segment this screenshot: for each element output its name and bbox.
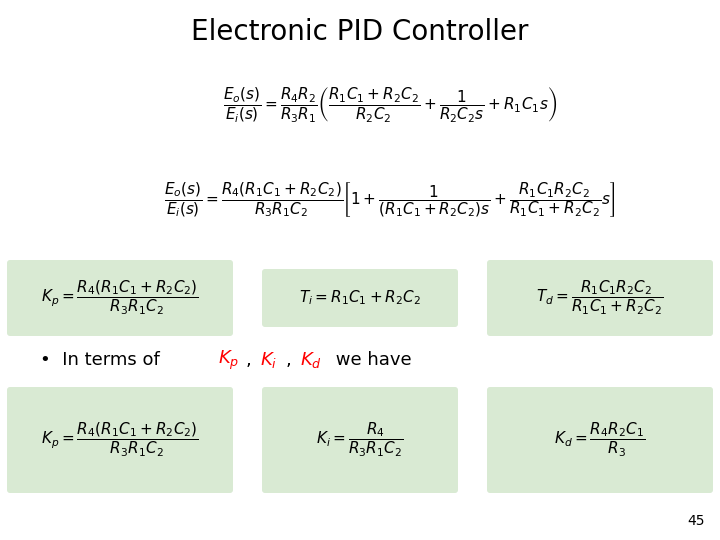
Text: $K_d = \dfrac{R_4 R_2 C_1}{R_3}$: $K_d = \dfrac{R_4 R_2 C_1}{R_3}$: [554, 421, 646, 459]
Text: •  In terms of: • In terms of: [40, 351, 166, 369]
FancyBboxPatch shape: [487, 387, 713, 493]
Text: $T_i = R_1 C_1 + R_2 C_2$: $T_i = R_1 C_1 + R_2 C_2$: [299, 289, 421, 307]
FancyBboxPatch shape: [7, 260, 233, 336]
FancyBboxPatch shape: [262, 269, 458, 327]
Text: $K_i$: $K_i$: [260, 350, 277, 370]
FancyBboxPatch shape: [262, 387, 458, 493]
Text: $K_d$: $K_d$: [300, 350, 322, 370]
FancyBboxPatch shape: [7, 387, 233, 493]
Text: $\dfrac{E_o(s)}{E_i(s)} = \dfrac{R_4(R_1 C_1 + R_2 C_2)}{R_3 R_1 C_2} \left[ 1 +: $\dfrac{E_o(s)}{E_i(s)} = \dfrac{R_4(R_1…: [164, 181, 616, 219]
Text: $K_p = \dfrac{R_4(R_1 C_1 + R_2 C_2)}{R_3 R_1 C_2}$: $K_p = \dfrac{R_4(R_1 C_1 + R_2 C_2)}{R_…: [41, 421, 199, 459]
Text: $K_p = \dfrac{R_4(R_1 C_1 + R_2 C_2)}{R_3 R_1 C_2}$: $K_p = \dfrac{R_4(R_1 C_1 + R_2 C_2)}{R_…: [41, 279, 199, 317]
FancyBboxPatch shape: [487, 260, 713, 336]
Text: $K_p$: $K_p$: [218, 348, 239, 372]
Text: ,: ,: [286, 351, 292, 369]
Text: ,: ,: [246, 351, 252, 369]
Text: $\dfrac{E_o(s)}{E_i(s)} = \dfrac{R_4 R_2}{R_3 R_1} \left( \dfrac{R_1 C_1 + R_2 C: $\dfrac{E_o(s)}{E_i(s)} = \dfrac{R_4 R_2…: [223, 86, 557, 124]
Text: $K_i = \dfrac{R_4}{R_3 R_1 C_2}$: $K_i = \dfrac{R_4}{R_3 R_1 C_2}$: [316, 421, 404, 459]
Text: $T_d = \dfrac{R_1 C_1 R_2 C_2}{R_1 C_1 + R_2 C_2}$: $T_d = \dfrac{R_1 C_1 R_2 C_2}{R_1 C_1 +…: [536, 279, 664, 317]
Text: Electronic PID Controller: Electronic PID Controller: [192, 18, 528, 46]
Text: 45: 45: [688, 514, 705, 528]
Text: we have: we have: [330, 351, 412, 369]
